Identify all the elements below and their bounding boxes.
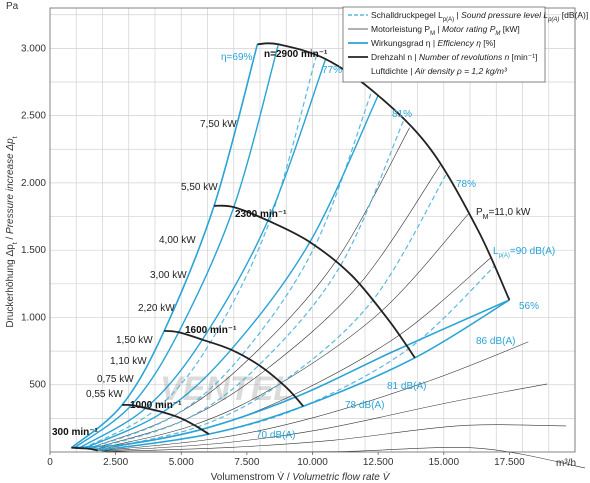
legend-label: Schalldruckpegel Lp(A) | Sound pressure … <box>371 10 588 23</box>
motor-power-label: 7,50 kW <box>200 119 237 130</box>
motor-power-max-label: PM=11,0 kW <box>476 207 531 221</box>
efficiency-label: η=69% <box>221 52 253 63</box>
y-axis-title-en: Pressure increase Δp <box>5 138 16 234</box>
efficiency-label: 56% <box>519 301 539 312</box>
x-tick-label: 7.500 <box>234 457 259 468</box>
efficiency-line <box>73 44 280 449</box>
x-axis-title: Volumenstrom V̇ / Volumetric flow rate V… <box>211 470 391 483</box>
motor-power-label: 1,10 kW <box>110 356 147 367</box>
x-unit: m³/h <box>556 458 576 469</box>
efficiency-label: 78% <box>456 179 476 190</box>
efficiency-label: 77% <box>322 65 342 76</box>
legend-label: Luftdichte | Air density ρ = 1,2 kg/m³ <box>371 66 508 76</box>
speed-curve <box>122 403 210 435</box>
x-tick-label: 12.500 <box>363 457 394 468</box>
curves <box>70 42 586 469</box>
speed-label: 1600 min⁻¹ <box>185 325 237 336</box>
y-tick-label: 1.000 <box>21 312 46 323</box>
motor-power-line <box>105 447 586 469</box>
sound-level-line <box>91 121 404 450</box>
legend-label: Wirkungsgrad η | Efficiency η [%] <box>371 38 496 48</box>
y-tick-label: 3.000 <box>21 43 46 54</box>
efficiency-line <box>70 44 259 449</box>
speed-label: 300 min⁻¹ <box>52 427 99 438</box>
y-tick-label: 1.500 <box>21 245 46 256</box>
x-tick-label: 10.000 <box>297 457 328 468</box>
speed-label: 2300 min⁻¹ <box>235 209 287 220</box>
motor-power-label: 1,50 kW <box>116 335 153 346</box>
x-axis-title-de: Volumenstrom V̇ <box>211 470 285 483</box>
legend-label: Drehzahl n | Number of revolutions n [mi… <box>371 52 537 62</box>
y-axis-title-de: Druckerhöhung Δp <box>5 244 16 328</box>
speed-curve <box>214 204 416 359</box>
speed-label: n=2900 min⁻¹ <box>264 49 328 60</box>
legend-label: Motorleistung PM | Motor rating PM [kW] <box>371 24 520 37</box>
efficiency-label: 81% <box>392 109 412 120</box>
efficiency-line <box>97 299 510 452</box>
sound-level-label: 81 dB(A) <box>387 381 426 392</box>
sound-level-line <box>97 265 495 451</box>
x-tick-label: 0 <box>47 457 53 468</box>
motor-power-label: 5,50 kW <box>181 182 218 193</box>
motor-power-line <box>99 341 529 452</box>
x-tick-label: 5.000 <box>169 457 194 468</box>
motor-power-label: 0,55 kW <box>86 389 123 400</box>
sound-level-label: 70 dB(A) <box>256 430 295 441</box>
y-tick-label: 2.000 <box>21 178 46 189</box>
sound-level-label: 86 dB(A) <box>476 336 515 347</box>
motor-power-line <box>103 424 567 452</box>
sound-level-label: 78 dB(A) <box>345 400 384 411</box>
sound-level-line <box>82 56 317 449</box>
sound-level-line <box>88 90 373 450</box>
motor-power-line <box>101 383 548 452</box>
motor-power-label: 4,00 kW <box>159 235 196 246</box>
efficiency-line <box>83 95 379 450</box>
motor-power-label: 0,75 kW <box>97 374 134 385</box>
motor-power-label: 2,20 kW <box>138 303 175 314</box>
speed-label: 1000 min⁻¹ <box>130 400 182 411</box>
y-axis-title: Druckerhöhung Δpt / Pressure increase Δp… <box>5 136 19 327</box>
min-system-curve <box>70 299 510 449</box>
y-unit: Pa <box>6 1 19 12</box>
legend: Schalldruckpegel Lp(A) | Sound pressure … <box>342 6 588 83</box>
x-tick-label: 15.000 <box>428 457 459 468</box>
y-tick-label: 500 <box>29 380 46 391</box>
sound-level-label: Lp(A)=90 dB(A) <box>493 246 555 259</box>
curve-labels: n=2900 min⁻¹ 2300 min⁻¹ 1600 min⁻¹ 1000 min… <box>52 49 555 441</box>
speed-curve <box>257 42 511 301</box>
x-tick-label: 2.500 <box>103 457 128 468</box>
efficiency-line <box>78 58 327 449</box>
speed-curve <box>71 446 98 452</box>
y-tick-label: 2.500 <box>21 111 46 122</box>
axis-ticks: 0 2.500 5.000 7.500 10.000 12.500 15.000 17.500… <box>21 43 525 468</box>
sound-level-line <box>95 174 447 451</box>
x-tick-label: 17.500 <box>494 457 525 468</box>
legend-box <box>342 6 546 83</box>
x-axis-title-en: Volumetric flow rate V̇ <box>292 470 390 483</box>
speed-curve <box>164 330 304 407</box>
motor-power-label: 3,00 kW <box>150 270 187 281</box>
